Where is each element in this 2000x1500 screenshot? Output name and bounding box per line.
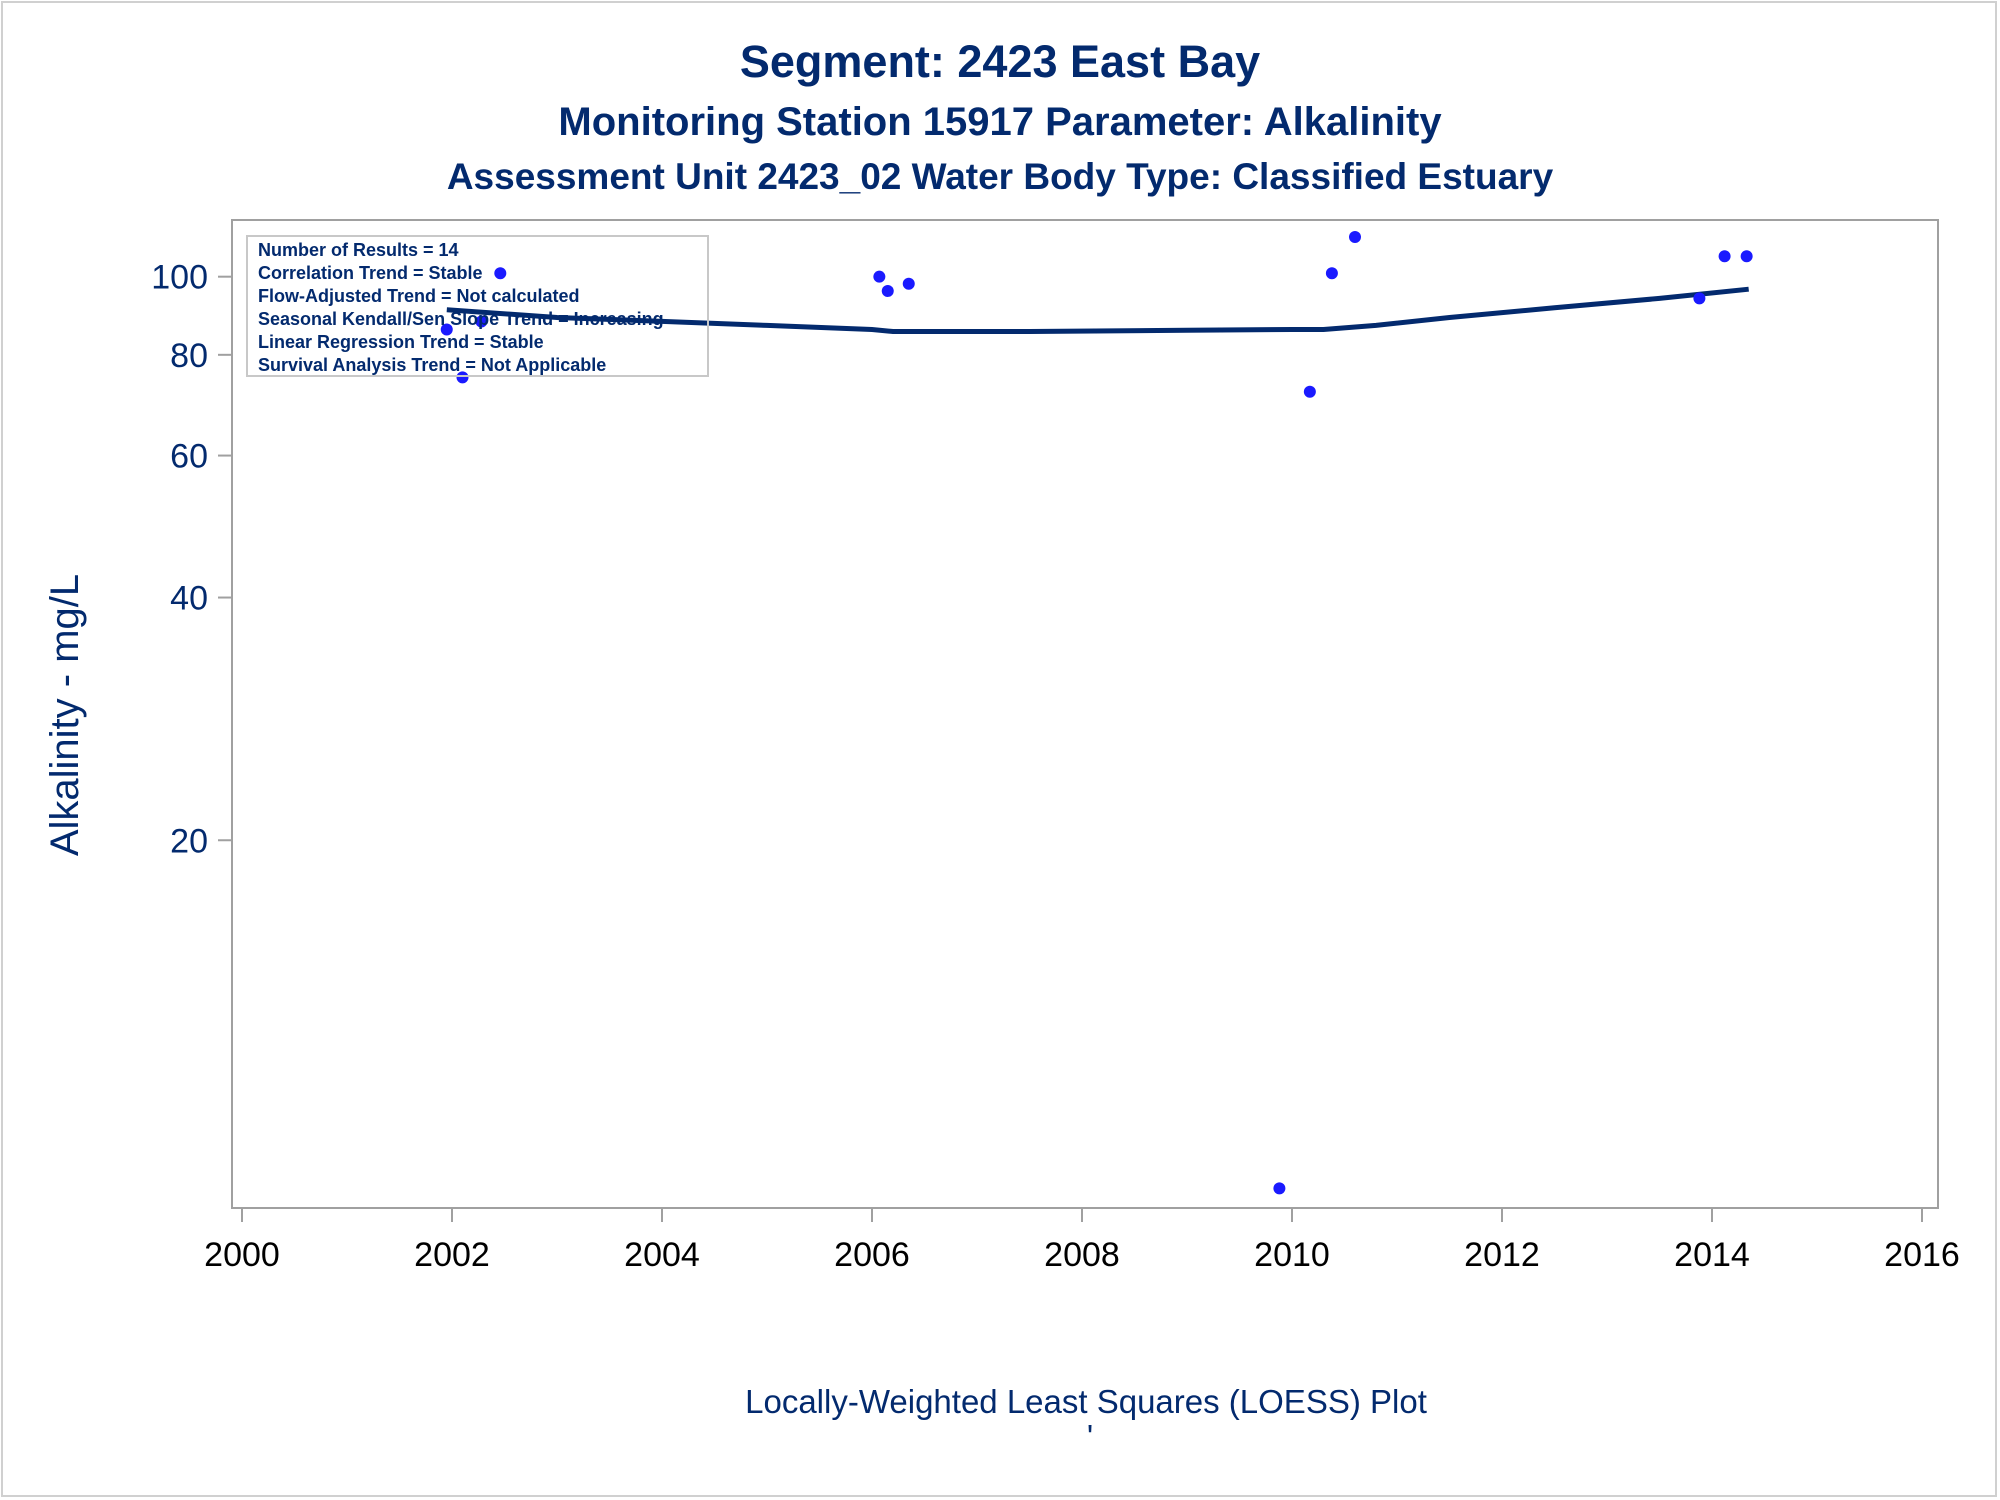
data-point-6	[881, 284, 894, 297]
stat-line-5: Linear Regression Trend = Stable	[258, 332, 544, 352]
x-tick-label-2012: 2012	[1464, 1236, 1540, 1274]
y-tick-label-40: 40	[170, 580, 208, 618]
footnote-mark: '	[1087, 1418, 1093, 1455]
x-tick-label-2006: 2006	[834, 1236, 910, 1274]
y-tick-label-80: 80	[170, 337, 208, 375]
y-tick-label-20: 20	[170, 822, 208, 860]
data-point-8	[1273, 1182, 1286, 1195]
y-axis: 20 40 60 80 100	[151, 259, 232, 860]
data-point-2	[456, 371, 469, 384]
data-point-5	[873, 270, 886, 283]
data-point-14	[1740, 250, 1753, 263]
x-axis: 2000 2002 2004 2006 2008 2010 2012 2014 2016	[204, 1208, 1960, 1274]
data-points	[440, 231, 1753, 1195]
data-point-3	[475, 315, 488, 328]
x-tick-label-2014: 2014	[1674, 1236, 1750, 1274]
stat-line-2: Correlation Trend = Stable	[258, 263, 483, 283]
x-tick-label-2004: 2004	[624, 1236, 700, 1274]
chart-subtitle: Monitoring Station 15917 Parameter: Alka…	[558, 100, 1442, 144]
x-tick-label-2008: 2008	[1044, 1236, 1120, 1274]
stat-line-1: Number of Results = 14	[258, 240, 459, 260]
x-tick-label-2016: 2016	[1884, 1236, 1960, 1274]
data-point-13	[1718, 250, 1731, 263]
data-point-10	[1325, 267, 1338, 280]
data-point-11	[1349, 231, 1361, 243]
stats-box: Number of Results = 14 Correlation Trend …	[246, 235, 709, 377]
data-point-1	[440, 323, 453, 336]
data-point-4	[494, 267, 507, 280]
stat-line-3: Flow-Adjusted Trend = Not calculated	[258, 286, 580, 306]
stat-line-4: Seasonal Kendall/Sen Slope Trend = Incre…	[258, 309, 664, 329]
data-point-9	[1303, 385, 1316, 398]
stat-line-6: Survival Analysis Trend = Not Applicable	[258, 355, 606, 375]
x-axis-label: Locally-Weighted Least Squares (LOESS) P…	[745, 1383, 1427, 1420]
x-tick-label-2010: 2010	[1254, 1236, 1330, 1274]
y-tick-label-60: 60	[170, 438, 208, 476]
chart-title: Segment: 2423 East Bay	[739, 36, 1261, 87]
loess-line	[446, 286, 1749, 334]
data-point-12	[1693, 292, 1706, 305]
y-axis-label: Alkalinity - mg/L	[43, 574, 87, 856]
x-tick-label-2002: 2002	[414, 1236, 490, 1274]
stats-box-border	[246, 235, 709, 377]
chart-subtitle-2: Assessment Unit 2423_02 Water Body Type:…	[446, 156, 1554, 197]
data-point-7	[902, 277, 915, 290]
x-tick-label-2000: 2000	[204, 1236, 280, 1274]
y-tick-label-100: 100	[151, 259, 208, 297]
plot-area	[231, 219, 1939, 1209]
